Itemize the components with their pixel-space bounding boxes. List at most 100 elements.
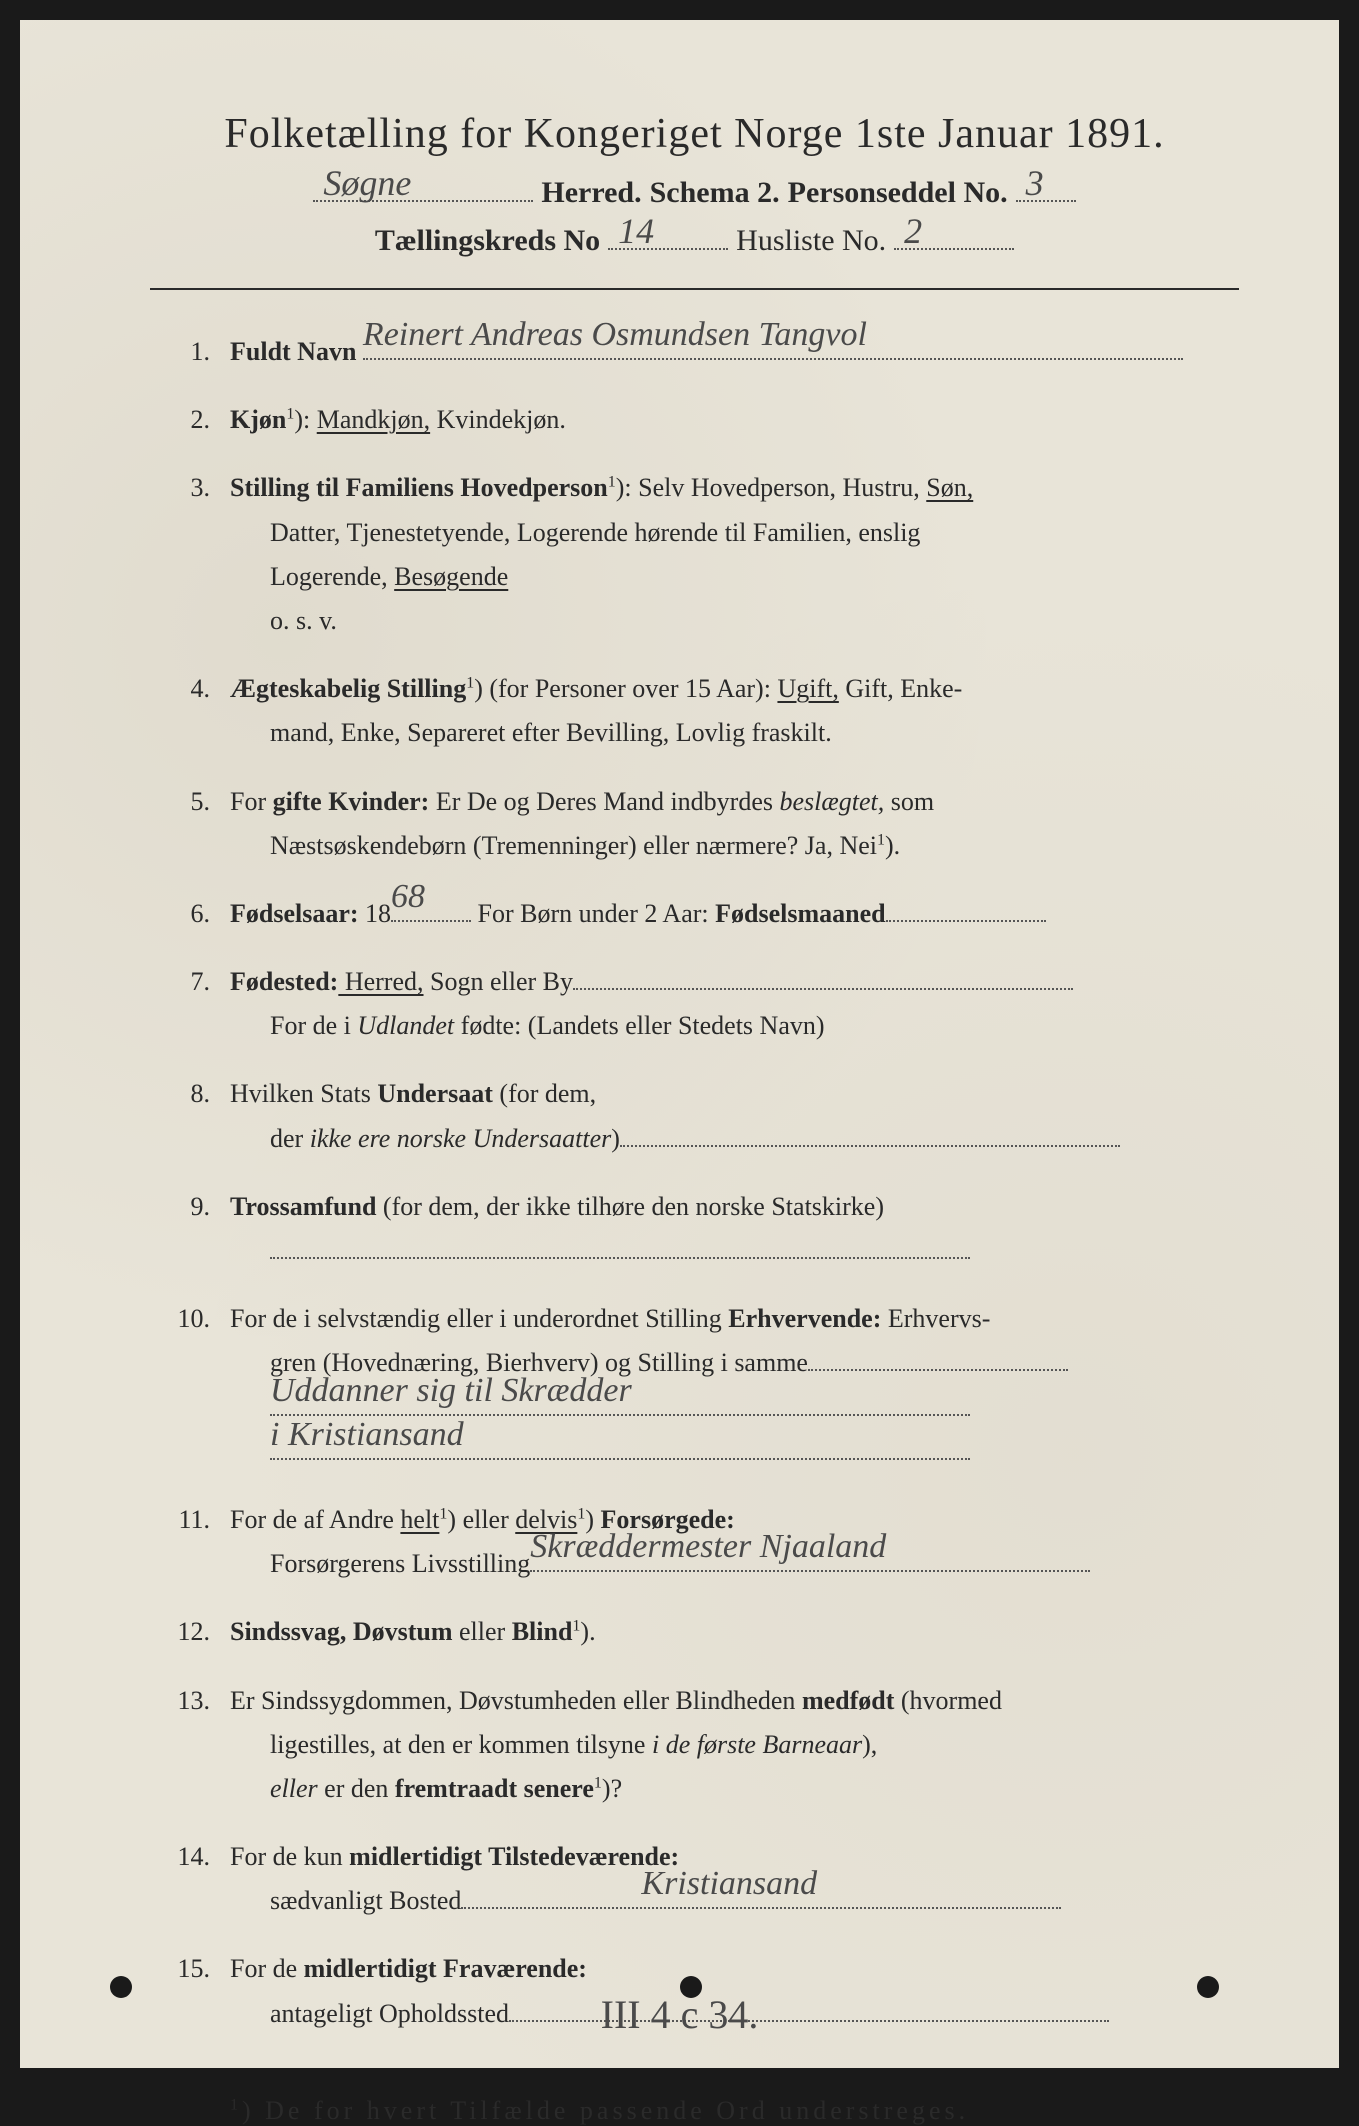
taellingskreds-value: 14 bbox=[618, 210, 654, 252]
item-10-num: 10. bbox=[170, 1297, 230, 1474]
header-line-2: Tællingskreds No 14 Husliste No. 2 bbox=[150, 224, 1239, 258]
item-15-bold: midlertidigt Fraværende: bbox=[304, 1954, 587, 1983]
item-2-label: Kjøn bbox=[230, 405, 286, 434]
item-13: 13. Er Sindssygdommen, Døvstumheden elle… bbox=[170, 1679, 1239, 1812]
taellingskreds-field: 14 bbox=[608, 224, 728, 250]
header-divider bbox=[150, 288, 1239, 290]
header-line-1: Søgne Herred. Schema 2. Personseddel No.… bbox=[150, 176, 1239, 210]
item-5-body: For gifte Kvinder: Er De og Deres Mand i… bbox=[230, 780, 1239, 868]
item-10-body: For de i selvstændig eller i underordnet… bbox=[230, 1297, 1239, 1474]
item-1-label: Fuldt Navn bbox=[230, 337, 356, 366]
item-12-body: Sindssvag, Døvstum eller Blind1). bbox=[230, 1610, 1239, 1654]
opt-ugift: Ugift, bbox=[777, 674, 838, 703]
item-4-label: Ægteskabelig Stilling bbox=[230, 674, 466, 703]
item-9-cont bbox=[230, 1229, 1239, 1273]
item-11: 11. For de af Andre helt1) eller delvis1… bbox=[170, 1498, 1239, 1586]
personseddel-field: 3 bbox=[1016, 176, 1076, 202]
personseddel-label: Personseddel No. bbox=[788, 176, 1008, 210]
item-12-label: Sindssvag, Døvstum bbox=[230, 1617, 453, 1646]
item-2-body: Kjøn1): Mandkjøn, Kvindekjøn. bbox=[230, 398, 1239, 442]
punch-hole-icon bbox=[680, 1976, 702, 1998]
footnote-sup: 1 bbox=[230, 2096, 242, 2113]
erhverv-field bbox=[808, 1349, 1068, 1371]
form-header: Folketælling for Kongeriget Norge 1ste J… bbox=[150, 110, 1239, 258]
item-9-body: Trossamfund (for dem, der ikke tilhøre d… bbox=[230, 1185, 1239, 1273]
item-3: 3. Stilling til Familiens Hovedperson1):… bbox=[170, 466, 1239, 643]
husliste-field: 2 bbox=[894, 224, 1014, 250]
item-6: 6. Fødselsaar: 1868 For Børn under 2 Aar… bbox=[170, 892, 1239, 936]
personseddel-value: 3 bbox=[1026, 162, 1044, 204]
item-7-label: Fødested: bbox=[230, 967, 338, 996]
item-3-cont3: o. s. v. bbox=[230, 599, 1239, 643]
bosted-field: Kristiansand bbox=[461, 1887, 1061, 1909]
item-2-num: 2. bbox=[170, 398, 230, 442]
item-12-num: 12. bbox=[170, 1610, 230, 1654]
undersaat-field bbox=[620, 1125, 1120, 1147]
item-8: 8. Hvilken Stats Undersaat (for dem, der… bbox=[170, 1072, 1239, 1160]
herred-label: Herred. bbox=[541, 176, 641, 210]
item-6-label: Fødselsaar: bbox=[230, 899, 359, 928]
forsorger-field: Skræddermester Njaaland bbox=[530, 1550, 1090, 1572]
item-13-bold1: medfødt bbox=[802, 1686, 894, 1715]
herred-value: Søgne bbox=[323, 162, 411, 204]
herred-field: Søgne bbox=[313, 176, 533, 202]
item-5: 5. For gifte Kvinder: Er De og Deres Man… bbox=[170, 780, 1239, 868]
punch-hole-icon bbox=[110, 1976, 132, 1998]
kjon-kvinde: Kvindekjøn. bbox=[430, 405, 566, 434]
item-8-bold: Undersaat bbox=[377, 1079, 493, 1108]
item-7-body: Fødested: Herred, Sogn eller By For de i… bbox=[230, 960, 1239, 1048]
taellingskreds-label: Tællingskreds No bbox=[375, 224, 600, 258]
footnote-text: ) De for hvert Tilfælde passende Ord und… bbox=[242, 2096, 969, 2125]
item-3-cont2: Logerende, Besøgende bbox=[230, 555, 1239, 599]
item-14-bold: midlertidigt Tilstedeværende: bbox=[349, 1842, 679, 1871]
name-value: Reinert Andreas Osmundsen Tangvol bbox=[363, 306, 867, 364]
husliste-label: Husliste No. bbox=[736, 224, 886, 258]
bosted-hw: Kristiansand bbox=[641, 1855, 817, 1913]
item-14-num: 14. bbox=[170, 1835, 230, 1923]
item-9-label: Trossamfund bbox=[230, 1192, 376, 1221]
item-3-body: Stilling til Familiens Hovedperson1): Se… bbox=[230, 466, 1239, 643]
opt-herred: Herred, bbox=[338, 967, 423, 996]
trossamfund-field bbox=[270, 1237, 970, 1259]
opt-son: Søn, bbox=[926, 473, 973, 502]
form-items: 1. Fuldt Navn Reinert Andreas Osmundsen … bbox=[150, 330, 1239, 2036]
item-4-body: Ægteskabelig Stilling1) (for Personer ov… bbox=[230, 667, 1239, 755]
erhverv-hw2: i Kristiansand bbox=[270, 1406, 464, 1464]
item-6-body: Fødselsaar: 1868 For Børn under 2 Aar: F… bbox=[230, 892, 1239, 936]
schema-label: Schema 2. bbox=[650, 176, 780, 210]
item-14: 14. For de kun midlertidigt Tilstedevære… bbox=[170, 1835, 1239, 1923]
item-14-cont: sædvanligt BostedKristiansand bbox=[230, 1879, 1239, 1923]
husliste-value: 2 bbox=[904, 210, 922, 252]
footnote: 1) De for hvert Tilfælde passende Ord un… bbox=[150, 2096, 1239, 2126]
item-11-num: 11. bbox=[170, 1498, 230, 1586]
item-7-num: 7. bbox=[170, 960, 230, 1048]
item-3-cont1: Datter, Tjenestetyende, Logerende hørend… bbox=[230, 511, 1239, 555]
item-13-cont2: eller er den fremtraadt senere1)? bbox=[230, 1767, 1239, 1811]
erhverv-line2: i Kristiansand bbox=[270, 1438, 970, 1460]
year-field: 68 bbox=[391, 900, 471, 922]
kjon-mand: Mandkjøn, bbox=[317, 405, 430, 434]
item-13-body: Er Sindssygdommen, Døvstumheden eller Bl… bbox=[230, 1679, 1239, 1812]
item-12: 12. Sindssvag, Døvstum eller Blind1). bbox=[170, 1610, 1239, 1654]
month-field bbox=[886, 900, 1046, 922]
item-7-cont: For de i Udlandet fødte: (Landets eller … bbox=[230, 1004, 1239, 1048]
item-9: 9. Trossamfund (for dem, der ikke tilhør… bbox=[170, 1185, 1239, 1273]
item-13-cont1: ligestilles, at den er kommen tilsyne i … bbox=[230, 1723, 1239, 1767]
item-1-num: 1. bbox=[170, 330, 230, 374]
item-10-hw2: i Kristiansand bbox=[230, 1430, 1239, 1474]
punch-hole-icon bbox=[1197, 1976, 1219, 1998]
item-6-label2: Fødselsmaaned bbox=[715, 899, 885, 928]
item-14-body: For de kun midlertidigt Tilstedeværende:… bbox=[230, 1835, 1239, 1923]
item-13-num: 13. bbox=[170, 1679, 230, 1812]
census-form-page: Folketælling for Kongeriget Norge 1ste J… bbox=[20, 20, 1339, 2068]
item-8-num: 8. bbox=[170, 1072, 230, 1160]
name-field: Reinert Andreas Osmundsen Tangvol bbox=[363, 338, 1183, 360]
year-value: 68 bbox=[391, 868, 425, 926]
item-3-num: 3. bbox=[170, 466, 230, 643]
item-4: 4. Ægteskabelig Stilling1) (for Personer… bbox=[170, 667, 1239, 755]
opt-besog: Besøgende bbox=[394, 562, 508, 591]
item-1: 1. Fuldt Navn Reinert Andreas Osmundsen … bbox=[170, 330, 1239, 374]
item-8-body: Hvilken Stats Undersaat (for dem, der ik… bbox=[230, 1072, 1239, 1160]
item-10-bold: Erhvervende: bbox=[728, 1304, 881, 1333]
item-2: 2. Kjøn1): Mandkjøn, Kvindekjøn. bbox=[170, 398, 1239, 442]
